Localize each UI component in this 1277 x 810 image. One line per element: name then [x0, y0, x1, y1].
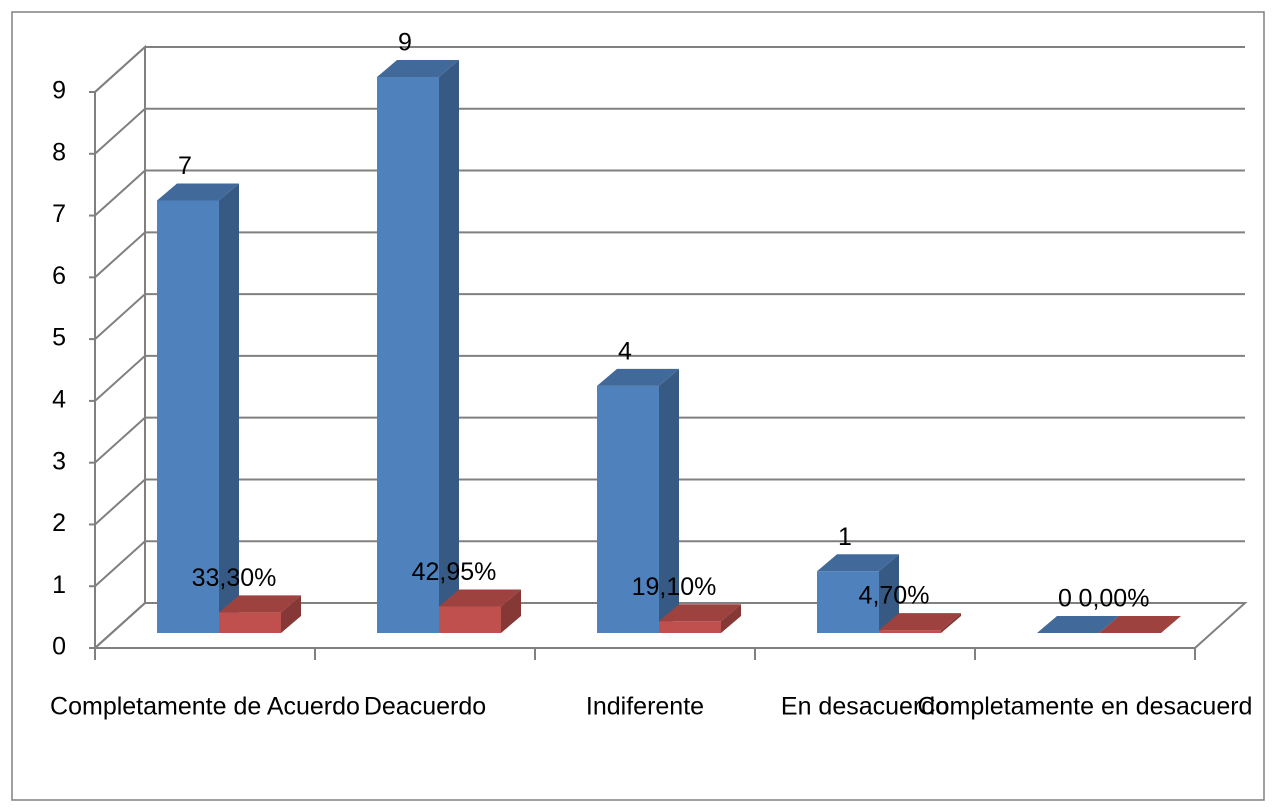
x-tick-label: Deacuerdo: [364, 693, 486, 721]
bar: [1037, 616, 1119, 633]
data-label: 4,70%: [859, 582, 930, 610]
bar: [1099, 616, 1181, 633]
bar-top: [157, 183, 239, 201]
x-tick-label: En desacuerdo: [781, 693, 949, 721]
bar: [597, 368, 679, 633]
grid-line: [94, 354, 1245, 402]
bar-top: [817, 554, 899, 572]
bar: [219, 595, 301, 633]
grid-line: [94, 169, 1245, 217]
bar-top: [659, 604, 741, 622]
data-label: 19,10%: [632, 573, 717, 601]
y-tick-label: 7: [52, 200, 66, 228]
bar-side: [501, 589, 521, 633]
x-tick-label: Completamente de Acuerdo: [50, 693, 360, 721]
y-tick-label: 3: [52, 447, 66, 475]
bar-top: [219, 595, 301, 613]
data-label: 0,00%: [1079, 585, 1150, 613]
bar-front: [219, 612, 281, 633]
y-tick-label: 8: [52, 138, 66, 166]
grid-line: [94, 231, 1245, 279]
bar: [659, 604, 741, 633]
bar-side: [941, 613, 961, 633]
bar: [439, 589, 521, 633]
y-tick-label: 2: [52, 509, 66, 537]
y-tick-label: 5: [52, 324, 66, 352]
data-label: 4: [618, 337, 632, 365]
bar-front: [439, 606, 501, 633]
x-tick-label: Indiferente: [586, 693, 704, 721]
grid-line: [94, 540, 1245, 587]
bar-top: [439, 589, 521, 607]
bar: [377, 60, 459, 633]
bar: [157, 183, 239, 634]
data-label: 0: [1058, 585, 1072, 613]
grid-line: [94, 416, 1245, 464]
bar-top: [1037, 616, 1119, 633]
y-tick-label: 0: [52, 633, 66, 661]
y-tick-label: 6: [52, 262, 66, 290]
bar-side: [721, 604, 741, 633]
y-tick-label: 4: [52, 385, 66, 413]
bar-top: [1099, 616, 1181, 633]
data-label: 7: [178, 152, 192, 180]
data-label: 9: [398, 29, 412, 57]
grid-line: [94, 478, 1245, 526]
data-label: 33,30%: [192, 564, 277, 592]
bar-side: [879, 554, 899, 633]
data-label: 1: [838, 523, 852, 551]
bar-side: [219, 183, 239, 634]
x-tick-label: Completamente en desacuerd: [918, 693, 1253, 721]
y-tick-label: 1: [52, 571, 66, 599]
bar-side: [439, 60, 459, 633]
bar-top: [597, 368, 679, 386]
grid-line: [94, 107, 1245, 155]
bar-front: [817, 571, 879, 633]
bar-side: [659, 368, 679, 633]
bar-front: [879, 630, 941, 633]
bar-front: [157, 200, 219, 634]
bar-front: [597, 385, 659, 633]
bar: [817, 554, 899, 633]
y-tick-label: 9: [52, 77, 66, 105]
bar-front: [659, 621, 721, 633]
bar-top: [879, 613, 961, 631]
bar-top: [377, 60, 459, 77]
data-label: 42,95%: [412, 558, 497, 586]
bar-front: [377, 77, 439, 633]
bar: [879, 613, 961, 633]
grid-line: [94, 293, 1245, 340]
bar-side: [281, 595, 301, 633]
grid-line: [94, 46, 1245, 93]
